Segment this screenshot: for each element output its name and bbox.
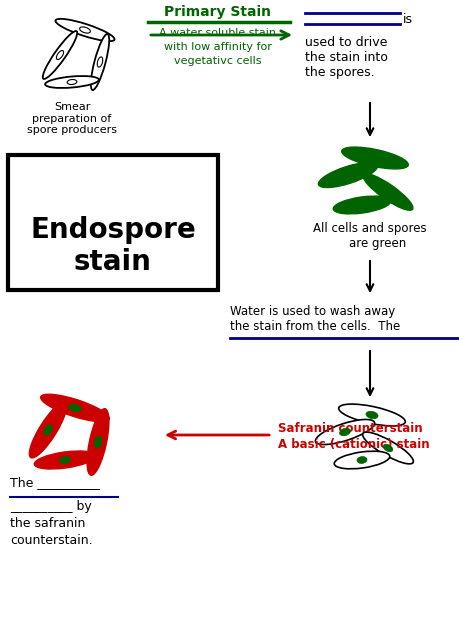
Ellipse shape	[56, 19, 114, 41]
Ellipse shape	[90, 34, 109, 90]
Text: stain: stain	[74, 248, 151, 276]
Text: the stain from the cells.  The: the stain from the cells. The	[230, 320, 399, 333]
Ellipse shape	[338, 404, 404, 426]
Text: used to drive
the stain into
the spores.: used to drive the stain into the spores.	[304, 36, 387, 79]
Ellipse shape	[365, 411, 377, 418]
Ellipse shape	[362, 432, 413, 464]
Text: vegetativc cells: vegetativc cells	[174, 56, 261, 66]
Text: with low affinity for: with low affinity for	[164, 42, 271, 52]
Text: Smear
preparation of
spore producers: Smear preparation of spore producers	[27, 102, 117, 135]
Ellipse shape	[59, 456, 70, 463]
Ellipse shape	[315, 420, 374, 445]
Text: Safranin counterstain: Safranin counterstain	[277, 422, 422, 435]
Ellipse shape	[362, 174, 412, 210]
Text: __________ by: __________ by	[10, 500, 91, 513]
Ellipse shape	[382, 444, 392, 452]
Text: Endospore: Endospore	[30, 216, 196, 244]
Ellipse shape	[67, 79, 77, 84]
Ellipse shape	[45, 76, 99, 88]
Text: A water soluble stain: A water soluble stain	[159, 28, 276, 38]
Text: is: is	[402, 13, 412, 26]
Text: A basic (cationic) stain: A basic (cationic) stain	[277, 438, 429, 451]
Ellipse shape	[341, 147, 408, 169]
Text: Water is used to wash away: Water is used to wash away	[230, 305, 394, 318]
Ellipse shape	[40, 394, 109, 422]
Text: Primary Stain: Primary Stain	[164, 5, 271, 19]
Ellipse shape	[94, 436, 101, 448]
FancyBboxPatch shape	[8, 155, 218, 290]
Ellipse shape	[79, 27, 90, 33]
Ellipse shape	[318, 162, 377, 187]
Ellipse shape	[56, 50, 63, 60]
Ellipse shape	[97, 57, 102, 67]
Ellipse shape	[68, 404, 81, 412]
Ellipse shape	[34, 451, 95, 469]
Ellipse shape	[339, 428, 350, 436]
Text: The __________: The __________	[10, 476, 100, 489]
Text: All cells and spores
    are green: All cells and spores are green	[313, 222, 426, 250]
Ellipse shape	[29, 402, 67, 458]
Ellipse shape	[87, 409, 109, 476]
Ellipse shape	[43, 31, 77, 79]
Ellipse shape	[356, 456, 366, 463]
Ellipse shape	[332, 196, 390, 214]
Ellipse shape	[44, 425, 52, 435]
Text: the safranin: the safranin	[10, 517, 85, 530]
Text: counterstain.: counterstain.	[10, 534, 92, 547]
Ellipse shape	[334, 451, 389, 469]
